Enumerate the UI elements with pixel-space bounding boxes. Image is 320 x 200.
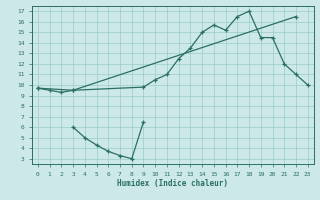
X-axis label: Humidex (Indice chaleur): Humidex (Indice chaleur) (117, 179, 228, 188)
